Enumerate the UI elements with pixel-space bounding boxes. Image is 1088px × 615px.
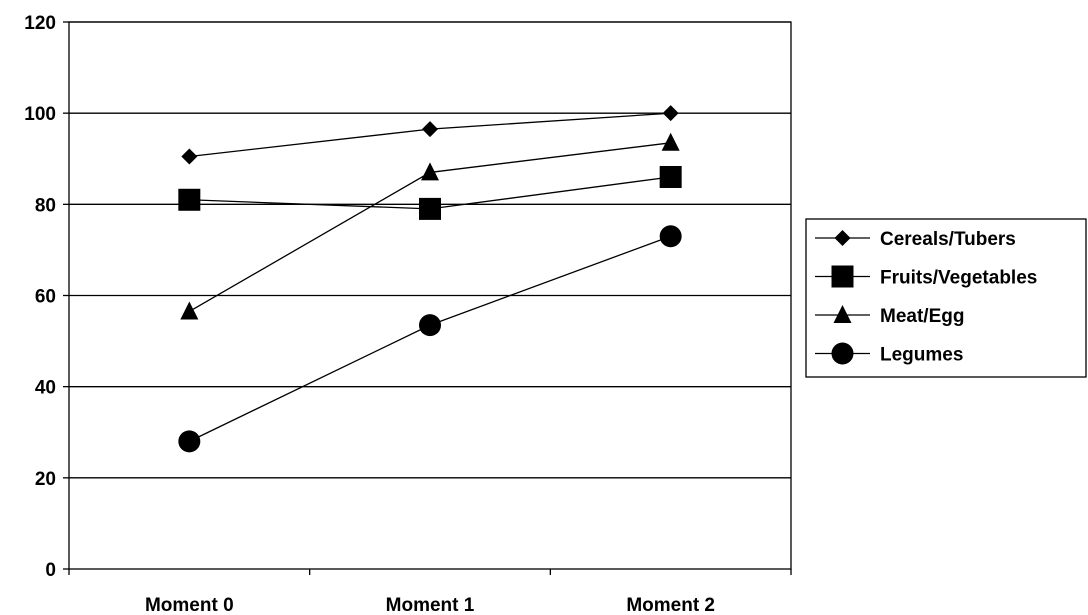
series-fruits-vegetables xyxy=(178,165,682,220)
data-point xyxy=(659,165,682,188)
legend-marker xyxy=(831,342,854,365)
data-point xyxy=(181,148,198,165)
x-tick-label: Moment 2 xyxy=(626,595,715,615)
data-point xyxy=(178,188,201,211)
series-legumes xyxy=(178,225,682,453)
legend-label: Fruits/Vegetables xyxy=(880,268,1037,289)
y-axis-tick-labels: 0 20 40 60 80 100 120 xyxy=(24,13,56,581)
data-point xyxy=(178,430,201,453)
data-point xyxy=(419,314,441,337)
series-layer xyxy=(178,105,682,453)
series-cereals-tubers xyxy=(181,105,679,165)
data-point xyxy=(419,197,441,220)
y-tick-label: 40 xyxy=(35,378,56,399)
legend-item: Legumes xyxy=(815,342,963,366)
data-point xyxy=(422,121,438,138)
legend-marker xyxy=(834,230,851,246)
legend-marker xyxy=(833,305,852,323)
data-point xyxy=(180,301,199,320)
y-tick-label: 120 xyxy=(24,13,56,34)
legend-item: Meat/Egg xyxy=(815,305,964,327)
y-tick-label: 0 xyxy=(45,560,56,581)
data-point xyxy=(659,225,682,248)
y-tick-label: 100 xyxy=(24,104,56,125)
legend-label: Meat/Egg xyxy=(880,306,964,327)
series-meat-egg xyxy=(180,132,680,320)
plot-frame xyxy=(68,21,792,570)
legend-label: Legumes xyxy=(880,345,963,366)
axes xyxy=(63,21,792,575)
y-tick-label: 60 xyxy=(35,287,56,308)
data-point xyxy=(661,132,680,151)
x-tick-label: Moment 0 xyxy=(145,595,234,615)
data-point xyxy=(421,162,439,181)
data-point xyxy=(662,105,679,122)
x-axis-tick-labels: Moment 0 Moment 1 Moment 2 xyxy=(145,595,715,615)
legend-item: Cereals/Tubers xyxy=(815,229,1016,250)
y-tick-label: 20 xyxy=(35,469,56,490)
x-tick-label: Moment 1 xyxy=(386,595,475,615)
series-line xyxy=(189,235,671,442)
y-tick-label: 80 xyxy=(35,195,56,216)
legend-marker xyxy=(831,265,854,288)
legend: Cereals/Tubers Fruits/Vegetables Meat/Egg L… xyxy=(805,218,1087,378)
gridlines xyxy=(69,21,791,479)
legend-label: Cereals/Tubers xyxy=(880,229,1016,250)
legend-item: Fruits/Vegetables xyxy=(815,265,1037,289)
